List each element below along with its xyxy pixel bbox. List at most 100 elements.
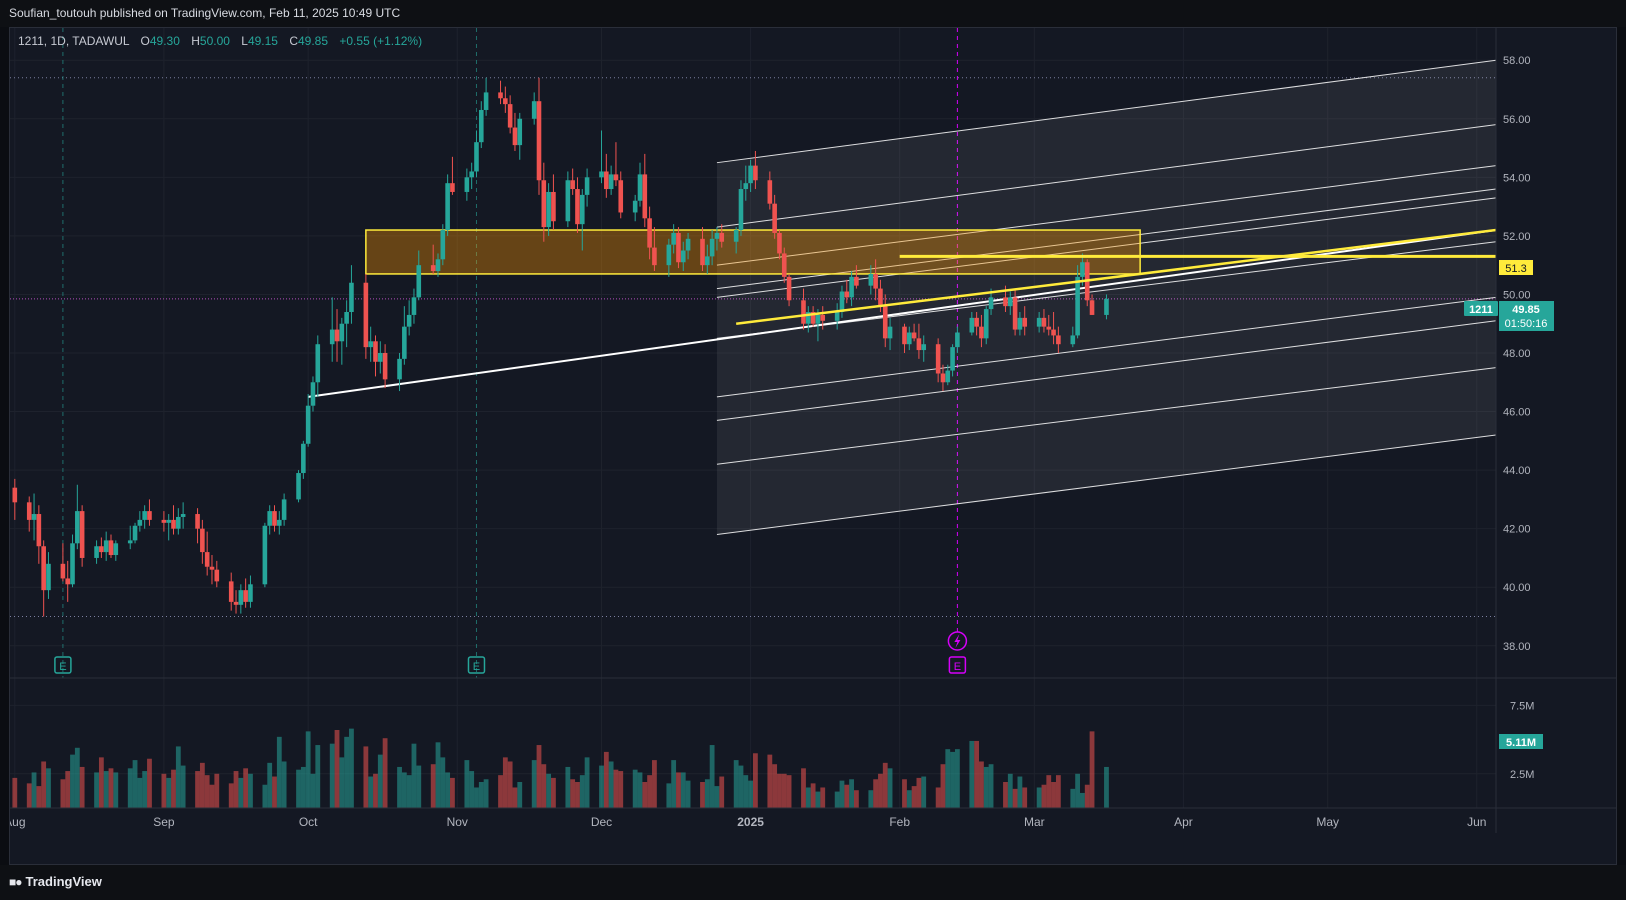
- volume-bar: [599, 765, 604, 808]
- candle-body: [31, 514, 37, 520]
- candle-body: [498, 92, 503, 99]
- y-tick-label: 44.00: [1503, 465, 1531, 477]
- candle-body: [113, 543, 119, 556]
- candle-body: [402, 326, 407, 359]
- volume-bar: [209, 784, 215, 808]
- volume-bar: [810, 783, 816, 808]
- candle-body: [132, 525, 138, 541]
- candle-body: [233, 601, 239, 605]
- candle-body: [911, 332, 917, 339]
- volume-bar: [65, 771, 71, 808]
- volume-bar: [416, 765, 422, 808]
- candle-body: [969, 317, 975, 333]
- candle-body: [272, 511, 277, 526]
- volume-bar: [969, 740, 975, 808]
- volume-bar: [642, 782, 648, 808]
- volume-bar: [777, 773, 782, 808]
- volume-bar: [950, 751, 955, 808]
- volume-bar: [1036, 787, 1042, 808]
- candle-body: [878, 288, 883, 307]
- candle-body: [60, 563, 66, 579]
- volume-bar: [1007, 773, 1013, 808]
- candle-body: [204, 552, 210, 567]
- candle-body: [329, 329, 335, 345]
- volume-bar: [474, 787, 479, 808]
- x-tick-label: May: [1316, 815, 1339, 829]
- volume-bar: [147, 758, 152, 808]
- candle-body: [12, 487, 18, 503]
- candle-body: [507, 104, 513, 128]
- candle-body: [921, 344, 927, 351]
- candle-body: [570, 180, 575, 190]
- legend-high-value: 50.00: [200, 34, 230, 48]
- candle-body: [368, 341, 373, 348]
- candle-body: [531, 101, 537, 119]
- legend-low-value: 49.15: [248, 34, 278, 48]
- candle-body: [281, 499, 287, 520]
- candle-body: [406, 314, 412, 327]
- candle-body: [632, 200, 638, 213]
- y-tick-label: 48.00: [1503, 348, 1531, 360]
- volume-bar: [142, 771, 148, 808]
- volume-bar: [579, 775, 585, 808]
- volume-bar: [902, 779, 907, 808]
- candle-body: [503, 98, 508, 105]
- candle-body: [1036, 317, 1042, 327]
- candle-body: [950, 347, 955, 371]
- candle-body: [315, 344, 321, 383]
- volume-bar: [214, 773, 220, 808]
- legend-change: +0.55 (+1.12%): [339, 34, 422, 48]
- candle-body: [363, 282, 369, 348]
- volume-bar: [709, 745, 715, 808]
- volume-bar: [41, 761, 47, 808]
- legend-open-label: O: [141, 34, 150, 48]
- volume-bar: [1104, 766, 1109, 808]
- candle-body: [902, 326, 907, 345]
- volume-bar: [685, 780, 691, 808]
- candle-body: [382, 353, 388, 380]
- candle-body: [1051, 329, 1056, 336]
- candle-body: [1017, 317, 1023, 330]
- overlay-drawings: [736, 228, 1496, 325]
- volume-bar: [382, 738, 388, 808]
- volume-bar: [608, 761, 614, 808]
- volume-bar: [305, 731, 311, 808]
- volume-bar: [46, 768, 51, 808]
- volume-bar: [575, 782, 580, 808]
- candle-body: [301, 443, 306, 474]
- volume-bar: [296, 769, 301, 808]
- candle-body: [613, 174, 619, 181]
- volume-bar: [704, 779, 710, 808]
- candle-body: [103, 540, 109, 553]
- x-tick-label: Jun: [1467, 815, 1486, 829]
- candle-body: [536, 101, 542, 181]
- candle-body: [440, 230, 446, 260]
- candle-body: [26, 502, 32, 520]
- candle-body: [195, 514, 200, 529]
- candle-body: [46, 563, 51, 591]
- volume-bar: [228, 783, 234, 808]
- candle-body: [430, 265, 436, 272]
- legend-high-label: H: [191, 34, 200, 48]
- candle-body: [546, 191, 551, 228]
- chart-area[interactable]: E E E 58.00 56.00 54.00 52.00 50.00 48.00 46.00 4…: [9, 27, 1617, 865]
- volume-bar: [12, 777, 18, 808]
- volume-bar: [676, 772, 681, 808]
- trendline-yellow: [736, 228, 1496, 325]
- symbol-legend[interactable]: 1211, 1D, TADAWUL O49.30 H50.00 L49.15 C…: [18, 34, 422, 48]
- volume-bar: [166, 777, 172, 808]
- candle-body: [599, 171, 604, 178]
- volume-bar: [517, 782, 523, 808]
- volume-bar: [772, 764, 778, 808]
- tradingview-logo[interactable]: ■● TradingView: [9, 874, 102, 889]
- chart-canvas[interactable]: E E E 58.00 56.00 54.00 52.00 50.00 48.00 46.00 4…: [10, 28, 1616, 864]
- legend-close-value: 49.85: [298, 34, 328, 48]
- candle-body: [1104, 298, 1109, 315]
- volume-bar: [1089, 731, 1095, 808]
- candle-body: [483, 92, 489, 110]
- candle-body: [1007, 297, 1013, 307]
- volume-bar: [738, 765, 744, 808]
- candle-body: [267, 511, 272, 526]
- volume-bar: [536, 745, 542, 808]
